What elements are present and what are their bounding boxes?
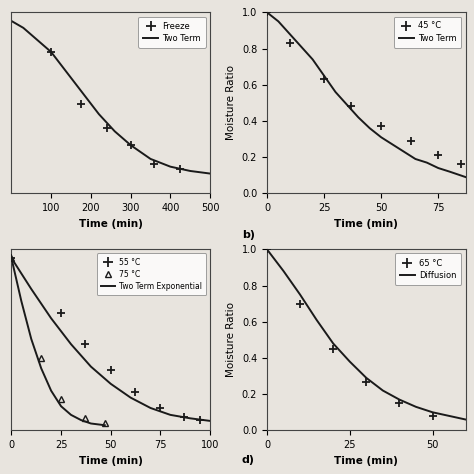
X-axis label: Time (min): Time (min)	[334, 219, 398, 228]
Y-axis label: Moisture Ratio: Moisture Ratio	[226, 302, 237, 377]
Legend: 45 °C, Two Term: 45 °C, Two Term	[394, 17, 462, 48]
Text: b): b)	[242, 230, 255, 240]
X-axis label: Time (min): Time (min)	[79, 456, 143, 465]
Text: d): d)	[242, 455, 255, 465]
Legend: 65 °C, Diffusion: 65 °C, Diffusion	[395, 254, 462, 285]
X-axis label: Time (min): Time (min)	[334, 456, 398, 465]
Legend: Freeze, Two Term: Freeze, Two Term	[138, 17, 206, 48]
Y-axis label: Moisture Ratio: Moisture Ratio	[226, 65, 237, 140]
Legend: 55 °C, 75 °C, Two Term Exponential: 55 °C, 75 °C, Two Term Exponential	[97, 253, 206, 295]
X-axis label: Time (min): Time (min)	[79, 219, 143, 228]
